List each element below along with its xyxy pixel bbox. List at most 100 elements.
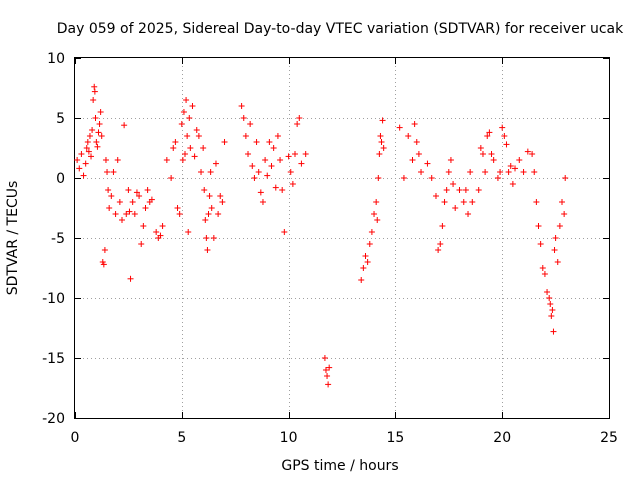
data-point [409,157,416,163]
data-point [405,133,412,139]
data-point [201,187,208,193]
data-point [548,313,555,319]
data-point [131,211,138,217]
data-point [264,172,271,179]
data-point [266,139,273,145]
x-tick-label: 10 [280,430,298,446]
x-tick-label: 25 [600,430,618,446]
data-point [450,181,457,187]
data-point [189,103,196,109]
data-point [294,121,301,127]
data-point [180,109,187,115]
data-point [378,139,385,145]
data-point [488,151,495,157]
data-point [118,217,125,223]
data-point [91,83,98,90]
data-point [533,199,540,205]
data-point [360,265,367,271]
data-point [379,117,386,124]
y-tick-label: -20 [42,411,65,427]
data-point [238,103,245,109]
data-point [439,223,446,229]
data-point [85,148,92,155]
data-point [253,139,260,145]
data-point [324,373,331,379]
data-point [219,199,226,205]
data-point [148,196,155,203]
data-point [195,133,202,139]
data-point [424,160,431,167]
data-point [198,169,205,175]
data-point [174,205,181,211]
data-point [215,211,222,217]
data-point [482,169,489,175]
data-point [477,145,484,151]
y-tick-label: -15 [42,351,65,367]
data-point [274,133,281,139]
data-point [245,151,252,157]
data-point [413,139,420,145]
data-point [257,189,264,196]
grid-lines [75,58,609,418]
data-point [554,259,561,265]
data-point [296,115,303,121]
data-point [200,145,207,151]
data-point [86,133,93,139]
data-point [205,211,212,217]
data-point [129,199,136,205]
data-point [531,169,538,175]
data-point [184,133,191,139]
data-point [552,235,559,241]
data-point [490,157,497,163]
data-point [366,241,373,247]
data-point [550,328,557,335]
y-tick-label: -10 [42,291,65,307]
data-point [484,133,491,139]
data-point [102,157,109,163]
y-axis-label: SDTVAR / TECUs [5,181,21,296]
data-point [91,88,98,95]
data-point [168,175,175,181]
data-point [516,157,523,163]
data-point [92,115,99,121]
data-point [321,355,328,361]
data-point [268,163,275,169]
data-point [445,169,452,175]
data-point [172,139,179,145]
data-point [415,151,422,157]
data-point [272,184,279,191]
data-point [270,145,277,151]
data-point [375,175,382,181]
data-point [432,193,439,199]
data-point [127,275,134,282]
data-point [136,193,143,199]
data-point [96,121,103,127]
data-point [501,133,508,139]
chart-title: Day 059 of 2025, Sidereal Day-to-day VTE… [57,21,624,37]
data-point [326,364,333,371]
data-point [494,175,501,181]
data-point [142,205,149,211]
data-point [105,187,112,193]
data-point [452,205,459,211]
data-point [507,163,514,169]
data-point [159,223,166,229]
data-point [89,127,96,133]
data-point [277,157,284,163]
data-point [112,211,119,217]
data-point [561,211,568,217]
data-point [547,301,554,307]
plot-frame [74,57,610,419]
data-point [435,247,442,253]
data-point [441,199,448,205]
data-point [144,187,151,193]
data-point [74,157,81,163]
tick-labels: 0 5 10 15 20 25 -20 -15 -10 -5 0 5 10 [42,51,618,446]
data-point [187,145,194,151]
data-point [106,205,113,211]
data-point [104,169,111,175]
data-point [469,199,476,205]
data-point [97,109,104,115]
data-point [289,181,296,187]
